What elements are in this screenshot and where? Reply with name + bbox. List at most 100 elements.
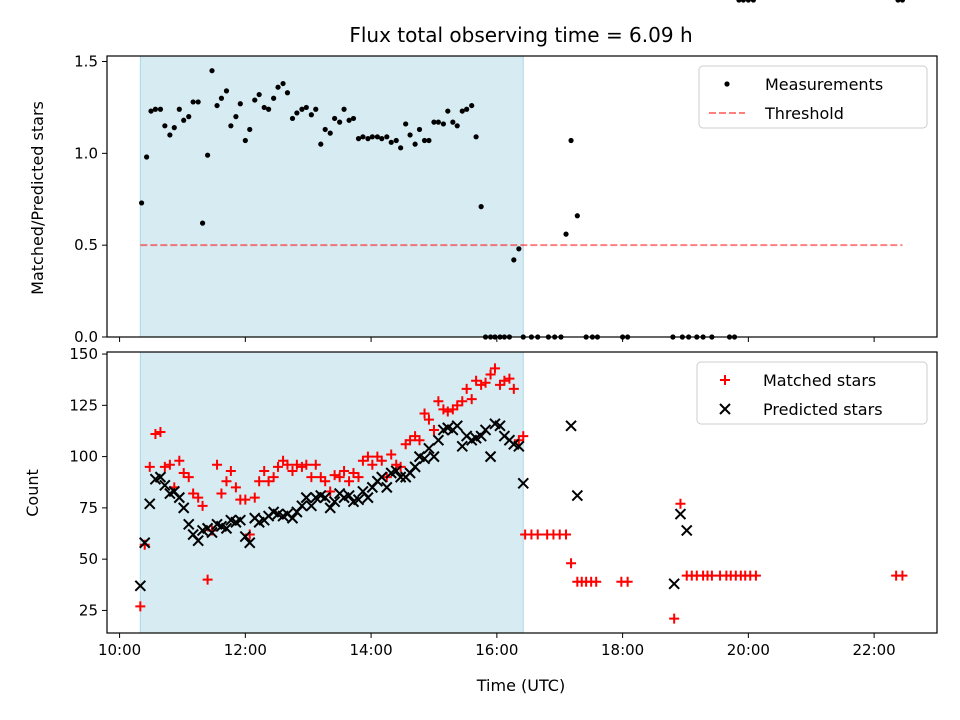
data-point <box>296 461 307 472</box>
data-point <box>433 396 444 407</box>
data-point <box>518 431 529 442</box>
data-point <box>499 375 510 386</box>
data-point <box>899 0 906 3</box>
data-point <box>568 137 574 144</box>
data-point <box>423 414 434 425</box>
data-point <box>256 91 262 98</box>
data-point <box>183 518 195 530</box>
data-point <box>403 121 409 127</box>
data-point <box>416 126 423 133</box>
data-point <box>454 123 460 129</box>
data-point <box>369 134 375 140</box>
data-point <box>421 137 428 144</box>
bottom-ytick-label: 150 <box>69 345 98 363</box>
data-point <box>384 134 390 140</box>
data-point <box>299 106 305 112</box>
data-point <box>374 134 380 140</box>
xtick-label: 22:00 <box>853 641 896 659</box>
data-point <box>202 574 213 585</box>
data-point <box>148 108 154 114</box>
data-point <box>362 451 373 462</box>
data-point <box>398 145 404 151</box>
data-point <box>144 498 156 510</box>
data-point <box>192 534 204 547</box>
xtick-label: 12:00 <box>224 641 267 659</box>
data-point <box>674 508 687 520</box>
data-point <box>566 558 577 569</box>
data-point <box>313 106 319 112</box>
data-point <box>206 526 218 539</box>
bottom-ytick-label: 75 <box>79 499 98 517</box>
data-point <box>308 112 314 118</box>
data-point <box>291 459 302 470</box>
data-point <box>265 106 272 112</box>
data-point <box>513 440 525 453</box>
bottom-ytick-label: 125 <box>69 396 98 414</box>
data-point <box>516 246 522 252</box>
data-point <box>240 494 251 505</box>
data-point <box>561 529 572 540</box>
data-point <box>164 459 175 470</box>
legend-box <box>698 65 928 129</box>
data-point <box>252 97 258 103</box>
x-axis-label: Time (UTC) <box>476 676 565 695</box>
data-point <box>381 481 393 494</box>
data-point <box>432 434 445 446</box>
xtick-label: 10:00 <box>98 641 141 659</box>
bottom-ylabel: Count <box>23 469 42 517</box>
xtick-label: 18:00 <box>601 641 644 659</box>
data-point <box>254 476 265 487</box>
data-point <box>233 114 239 120</box>
data-point <box>622 576 633 587</box>
legend-box <box>696 361 928 425</box>
data-point <box>484 450 497 463</box>
data-point <box>174 455 185 466</box>
data-point <box>162 123 168 129</box>
data-point <box>280 80 286 87</box>
data-point <box>469 102 475 109</box>
data-point <box>154 471 167 483</box>
data-point <box>750 0 756 3</box>
data-point <box>301 459 312 470</box>
data-point <box>273 461 284 472</box>
data-point <box>234 514 247 526</box>
data-point <box>476 379 487 390</box>
data-point <box>259 465 270 476</box>
data-point <box>319 491 331 504</box>
data-point <box>457 396 468 407</box>
data-point <box>346 117 352 123</box>
data-point <box>244 537 256 549</box>
data-point <box>150 429 161 440</box>
data-point <box>190 99 196 105</box>
data-point <box>239 530 252 543</box>
bottom-series-matched-stars <box>135 363 908 624</box>
legend-marker <box>719 403 731 415</box>
data-point <box>451 420 463 432</box>
bottom-legend: Matched stars Predicted stars <box>696 361 928 425</box>
data-point <box>485 369 496 380</box>
data-point <box>167 132 173 138</box>
data-point <box>350 115 357 122</box>
data-point <box>418 452 431 465</box>
data-point <box>360 134 366 140</box>
xtick-label: 16:00 <box>475 641 518 659</box>
data-point <box>480 377 491 388</box>
data-point <box>489 363 500 374</box>
top-observing-span <box>139 55 524 338</box>
data-point <box>475 430 487 442</box>
data-point <box>461 383 472 394</box>
data-point <box>183 472 194 483</box>
data-point <box>261 104 267 111</box>
data-point <box>209 68 215 74</box>
data-point <box>895 0 901 3</box>
data-point <box>452 400 463 411</box>
xtick-label: 14:00 <box>349 641 392 659</box>
data-point <box>329 470 340 481</box>
data-point <box>423 442 435 455</box>
data-point <box>159 479 171 492</box>
data-point <box>379 136 385 142</box>
data-point <box>320 476 331 487</box>
data-point <box>440 121 447 127</box>
legend-label: Matched stars <box>763 371 876 390</box>
